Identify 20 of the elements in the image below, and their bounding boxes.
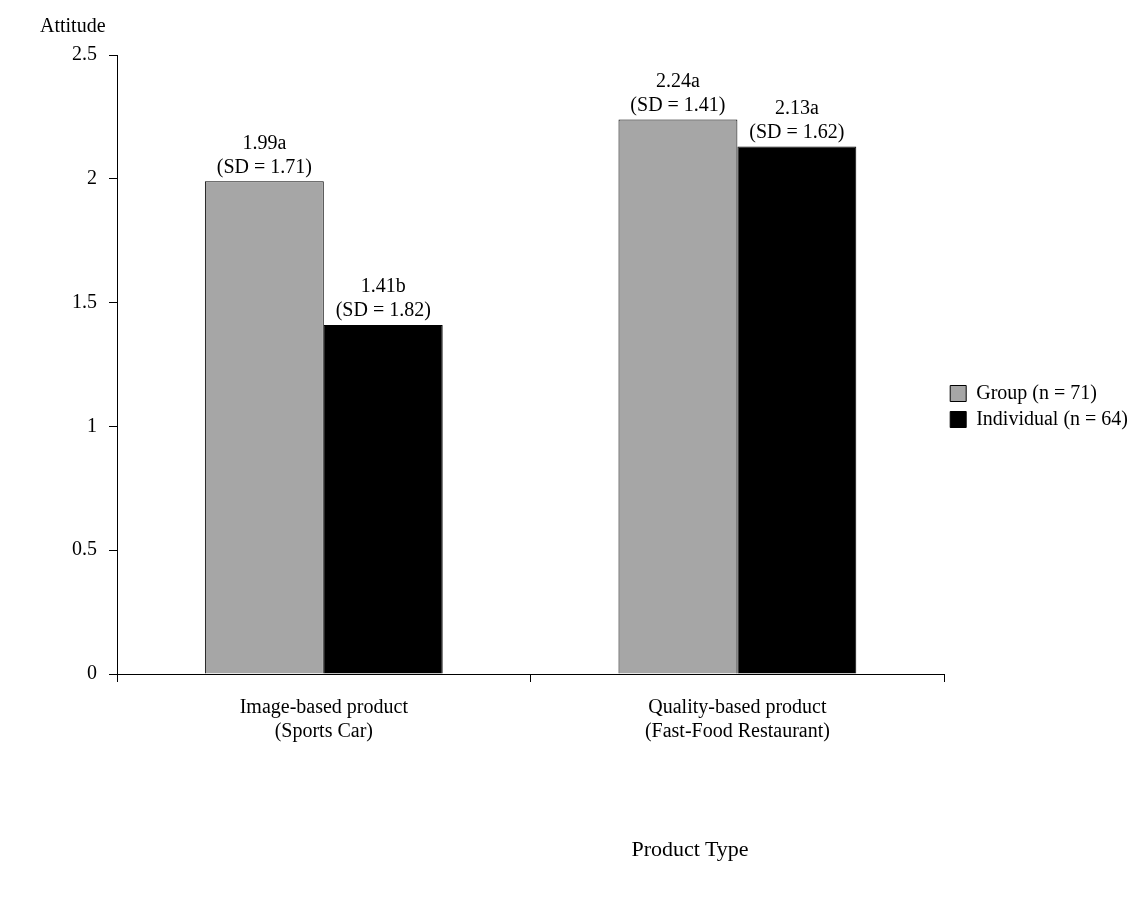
legend-label: Group (n = 71) [976,380,1097,404]
y-axis-title: Attitude [40,14,106,37]
y-tick-label: 1.5 [72,289,97,312]
y-tick-label: 2.5 [72,42,97,65]
data-label: 1.41b [360,274,406,297]
y-tick-label: 0 [87,661,97,684]
y-tick-label: 0.5 [72,537,97,560]
annotation: (SD = 1.82) [335,298,431,322]
x-tick-label: Quality-based product (Fast-Food Restaurant) [644,695,830,743]
annotation: (SD = 1.62) [749,119,845,143]
legend-label: Individual (n = 64) [976,406,1129,430]
x-axis-title: Product Type [631,835,749,861]
annotation: (SD = 1.71) [216,154,312,178]
data-label: 2.13a [774,95,819,118]
data-label: 2.24a [656,68,700,91]
y-tick-label: 1 [87,413,97,436]
annotation: (SD = 1.41) [630,92,726,116]
x-tick-label: Image-based product (Sports Car) [239,695,409,743]
y-tick-label: 2 [87,166,97,189]
data-label: 1.99a [242,130,287,153]
